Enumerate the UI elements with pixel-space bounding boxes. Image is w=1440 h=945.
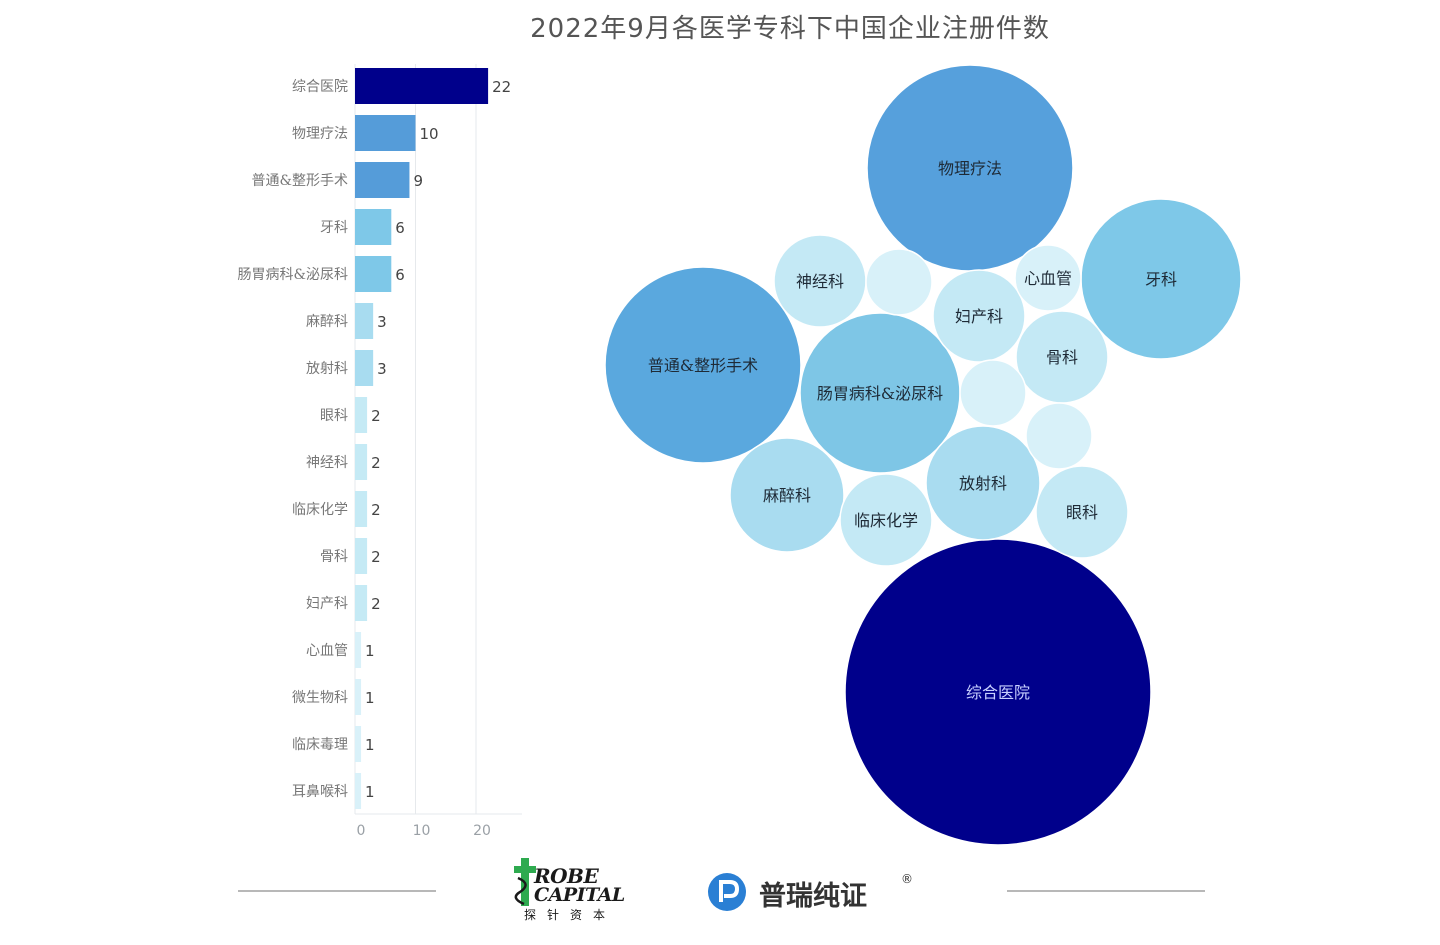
bubble-label-2: 普通&整形手术 <box>648 356 758 375</box>
bubble-label-10: 骨科 <box>1046 348 1078 367</box>
bubble-7[interactable] <box>1035 465 1129 559</box>
value-label-13: 1 <box>365 689 375 707</box>
probe-logo-chinese: 探针资本 <box>524 908 617 922</box>
value-label-10: 2 <box>371 548 381 566</box>
value-label-9: 2 <box>371 501 381 519</box>
bar-4[interactable] <box>355 256 392 292</box>
category-label-9: 临床化学 <box>292 502 348 518</box>
bubble-label-3: 牙科 <box>1145 270 1177 289</box>
bubble-0[interactable] <box>844 538 1152 846</box>
value-label-1: 10 <box>420 125 439 143</box>
bubble-label-8: 神经科 <box>796 272 844 291</box>
value-label-5: 3 <box>377 313 387 331</box>
value-label-3: 6 <box>395 219 405 237</box>
category-label-0: 综合医院 <box>292 79 348 95</box>
bubble-14[interactable] <box>959 359 1027 427</box>
bubble-5[interactable] <box>729 437 845 553</box>
category-label-10: 骨科 <box>320 549 348 565</box>
bubble-label-4: 肠胃病科&泌尿科 <box>817 384 943 403</box>
category-label-3: 牙科 <box>320 220 348 236</box>
bar-15[interactable] <box>355 773 362 809</box>
value-label-11: 2 <box>371 595 381 613</box>
category-label-13: 微生物科 <box>292 690 348 706</box>
purui-logo-text: 普瑞纯证 <box>759 881 867 912</box>
bar-8[interactable] <box>355 444 368 480</box>
bar-14[interactable] <box>355 726 362 762</box>
value-label-6: 3 <box>377 360 387 378</box>
bar-0[interactable] <box>355 68 489 104</box>
value-label-4: 6 <box>395 266 405 284</box>
bar-6[interactable] <box>355 350 374 386</box>
category-label-15: 耳鼻喉科 <box>292 783 348 800</box>
bubble-13[interactable] <box>865 248 933 316</box>
registered-mark: ® <box>901 872 913 886</box>
bubble-9[interactable] <box>839 473 933 567</box>
bubble-2[interactable] <box>604 266 802 464</box>
bubble-label-12: 心血管 <box>1024 269 1072 288</box>
category-label-5: 麻醉科 <box>306 314 348 330</box>
bubble-label-9: 临床化学 <box>854 511 918 530</box>
bubble-label-5: 麻醉科 <box>763 486 811 505</box>
bar-2[interactable] <box>355 162 410 198</box>
value-label-2: 9 <box>413 172 423 190</box>
probe-capital-logo: ROBE CAPITAL 探针资本 <box>512 854 625 924</box>
bar-1[interactable] <box>355 115 416 151</box>
probe-logo-line1: ROBE <box>534 864 599 888</box>
category-label-4: 肠胃病科&泌尿科 <box>238 267 348 283</box>
purui-logo: 普瑞纯证 ® <box>705 870 925 914</box>
category-label-6: 放射科 <box>306 361 348 377</box>
purui-p-icon <box>708 873 746 911</box>
bubble-label-0: 综合医院 <box>966 683 1030 702</box>
x-tick-label-2: 20 <box>473 823 491 839</box>
footer-divider-left <box>238 890 436 892</box>
category-label-1: 物理疗法 <box>292 126 348 142</box>
category-label-14: 临床毒理 <box>292 737 348 753</box>
category-label-8: 神经科 <box>306 455 348 471</box>
category-label-12: 心血管 <box>306 643 348 659</box>
category-label-7: 眼科 <box>320 408 348 424</box>
value-label-0: 22 <box>492 78 511 96</box>
bar-12[interactable] <box>355 632 362 668</box>
bar-5[interactable] <box>355 303 374 339</box>
bar-3[interactable] <box>355 209 392 245</box>
value-label-8: 2 <box>371 454 381 472</box>
bubble-15[interactable] <box>1025 402 1093 470</box>
bar-10[interactable] <box>355 538 368 574</box>
bar-13[interactable] <box>355 679 362 715</box>
category-label-2: 普通&整形手术 <box>252 173 348 189</box>
value-label-14: 1 <box>365 736 375 754</box>
value-label-15: 1 <box>365 783 375 801</box>
bubble-12[interactable] <box>1014 244 1082 312</box>
x-tick-label-1: 10 <box>413 823 431 839</box>
footer: ROBE CAPITAL 探针资本 普瑞纯证 ® <box>0 850 1440 945</box>
bubble-11[interactable] <box>932 269 1026 363</box>
chart-title: 2022年9月各医学专科下中国企业注册件数 <box>530 14 1050 44</box>
bubble-label-7: 眼科 <box>1066 503 1098 522</box>
value-label-12: 1 <box>365 642 375 660</box>
value-label-7: 2 <box>371 407 381 425</box>
category-label-11: 妇产科 <box>306 595 348 612</box>
footer-divider-right <box>1007 890 1205 892</box>
bubble-6[interactable] <box>925 425 1041 541</box>
bar-9[interactable] <box>355 491 368 527</box>
probe-cross-icon <box>514 858 536 906</box>
bubble-label-6: 放射科 <box>959 474 1007 493</box>
bubble-label-1: 物理疗法 <box>938 159 1002 178</box>
bar-11[interactable] <box>355 585 368 621</box>
bar-7[interactable] <box>355 397 368 433</box>
probe-logo-line2: CAPITAL <box>534 884 625 906</box>
bubble-label-11: 妇产科 <box>955 307 1003 326</box>
x-tick-label-0: 0 <box>357 823 366 839</box>
